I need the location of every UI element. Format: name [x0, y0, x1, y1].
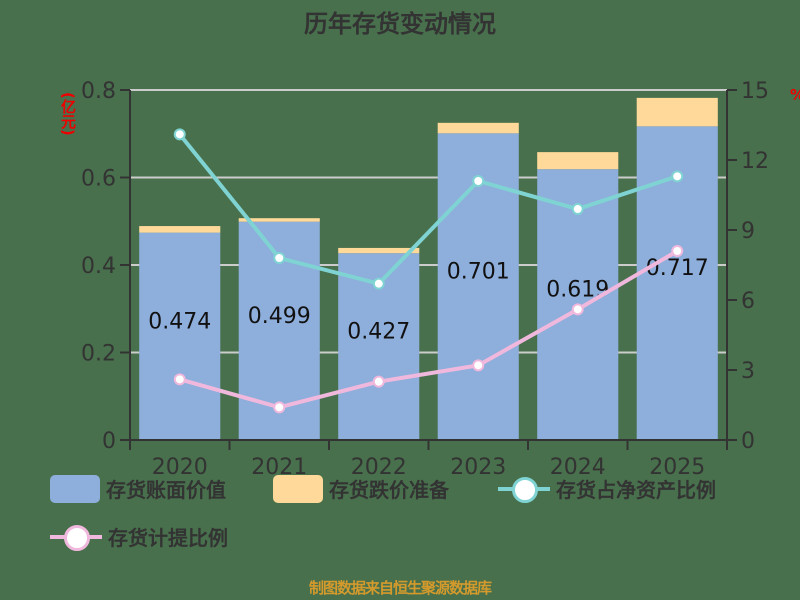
provision-ratio-line-point [571, 303, 584, 316]
bar-series [139, 97, 718, 440]
y-right-tick-label: 3 [741, 359, 755, 384]
bar-reserve [537, 152, 619, 170]
x-tick-label: 2022 [351, 455, 407, 480]
provision-ratio-line-point [472, 359, 485, 372]
x-tick-label: 2024 [550, 455, 606, 480]
bar-reserve [338, 247, 420, 254]
bar-reserve [238, 218, 320, 222]
left-axis-unit: (亿元) [59, 92, 77, 136]
provision-ratio-line [179, 249, 679, 410]
line-series [173, 128, 684, 414]
y-tick-label: 0.2 [81, 342, 116, 367]
gridlines [130, 89, 727, 354]
data-source-footer: 制图数据来自恒生聚源数据库 [308, 579, 492, 597]
legend-item-book-value[interactable]: 存货账面价值 [50, 474, 226, 503]
y-tick-label: 0 [102, 429, 116, 454]
net-asset-ratio-line-point [671, 170, 684, 183]
reserve-swatch-icon [273, 474, 323, 503]
provision-ratio-line-point [173, 373, 186, 386]
legend-label: 存货占净资产比例 [556, 478, 716, 502]
bar-book-value [139, 232, 221, 440]
net-asset-ratio-line [178, 133, 678, 286]
net-asset-ratio-line-point [571, 203, 584, 215]
x-tick-label: 2020 [152, 455, 208, 480]
bar-value-labels: 0.474 0.499 0.427 0.701 0.619 0.717 [148, 256, 708, 344]
legend-item-provision-ratio[interactable]: 存货计提比例 [50, 522, 228, 551]
right-axis-unit: % [790, 86, 800, 104]
provision-ratio-line-point [671, 245, 684, 257]
bar-value-label: 0.701 [447, 260, 510, 285]
provision-ratio-line-point [372, 375, 385, 388]
bar-value-label: 0.619 [546, 278, 609, 303]
y-right-tick-label: 0 [741, 429, 755, 454]
bar-value-label: 0.474 [148, 309, 211, 334]
y-tick-label: 0.4 [81, 254, 116, 279]
bar-value-label: 0.427 [347, 320, 410, 345]
y-right-tick-label: 12 [741, 149, 769, 174]
bar-value-label: 0.717 [646, 256, 709, 281]
net-asset-ratio-line-point [472, 175, 485, 187]
legend-item-reserve[interactable]: 存货跌价准备 [273, 474, 449, 503]
provision-ratio-line-icon [50, 523, 102, 551]
y-right-tick-label: 15 [741, 79, 769, 104]
y-tick-label: 0.8 [81, 79, 116, 104]
bar-reserve [139, 226, 221, 233]
y-tick-label: 0.6 [81, 167, 116, 192]
bar-reserve [636, 97, 718, 127]
bar-value-label: 0.499 [248, 304, 311, 329]
chart-title: 历年存货变动情况 [304, 10, 496, 38]
net-asset-ratio-line-point [273, 252, 286, 264]
net-asset-ratio-line-point [372, 277, 385, 290]
book-value-swatch-icon [50, 474, 100, 503]
legend-label: 存货跌价准备 [329, 478, 449, 502]
legend-label: 存货计提比例 [108, 526, 228, 550]
provision-ratio-line-point [273, 401, 286, 414]
legend-item-net-asset-ratio[interactable]: 存货占净资产比例 [498, 474, 716, 503]
x-tick-label: 2023 [450, 455, 506, 480]
y-right-tick-label: 6 [741, 289, 755, 314]
net-asset-ratio-line-point [173, 128, 186, 141]
y-right-tick-label: 9 [741, 219, 755, 244]
x-tick-label: 2025 [649, 455, 705, 480]
legend-label: 存货账面价值 [106, 478, 226, 502]
bar-reserve [437, 122, 519, 134]
net-asset-ratio-line-icon [498, 475, 550, 503]
